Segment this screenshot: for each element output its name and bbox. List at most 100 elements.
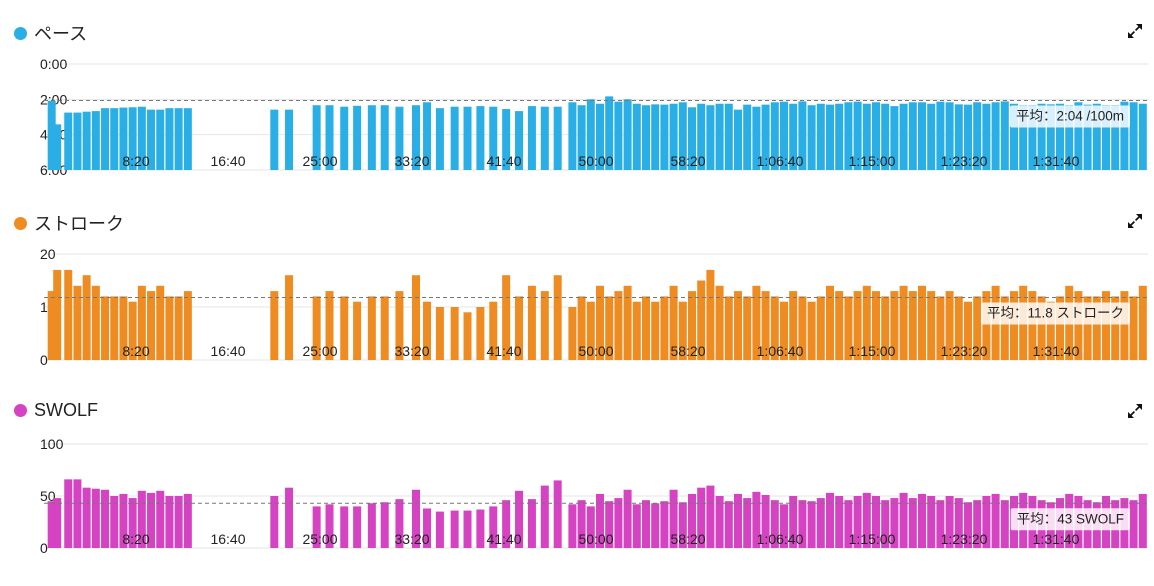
- swolf-bar[interactable]: [553, 480, 562, 548]
- pace-bar[interactable]: [1028, 105, 1037, 170]
- pace-bar[interactable]: [1111, 105, 1120, 170]
- pace-bar[interactable]: [1074, 102, 1083, 170]
- swolf-bar[interactable]: [412, 489, 420, 548]
- stroke-bar[interactable]: [312, 296, 321, 360]
- pace-bar[interactable]: [502, 109, 511, 170]
- pace-bar[interactable]: [734, 109, 742, 170]
- pace-bar[interactable]: [908, 102, 917, 170]
- pace-bar[interactable]: [353, 105, 362, 170]
- pace-bar[interactable]: [1120, 101, 1129, 170]
- stroke-bar[interactable]: [1092, 296, 1101, 360]
- stroke-bar[interactable]: [743, 296, 752, 360]
- pace-bar[interactable]: [183, 108, 192, 170]
- pace-bar[interactable]: [476, 106, 485, 170]
- stroke-bar[interactable]: [1083, 296, 1092, 360]
- pace-bar[interactable]: [623, 99, 632, 170]
- pace-bar[interactable]: [715, 103, 724, 170]
- swolf-bar[interactable]: [908, 498, 917, 548]
- pace-bar[interactable]: [789, 103, 798, 170]
- pace-bar[interactable]: [853, 101, 862, 170]
- swolf-bar[interactable]: [128, 498, 137, 548]
- swolf-bar[interactable]: [945, 496, 954, 548]
- pace-bar[interactable]: [706, 105, 715, 170]
- swolf-bar[interactable]: [982, 496, 991, 548]
- swolf-bar[interactable]: [64, 479, 73, 548]
- pace-bar[interactable]: [945, 102, 954, 170]
- stroke-bar[interactable]: [954, 296, 963, 360]
- stroke-bar[interactable]: [91, 285, 100, 360]
- stroke-bar[interactable]: [789, 291, 798, 360]
- stroke-bar[interactable]: [1074, 291, 1083, 360]
- swolf-bar[interactable]: [423, 508, 432, 548]
- stroke-bar[interactable]: [73, 285, 82, 360]
- swolf-bar[interactable]: [660, 501, 669, 548]
- swolf-bar[interactable]: [844, 500, 853, 548]
- pace-bar[interactable]: [651, 104, 660, 170]
- swolf-bar[interactable]: [669, 489, 678, 548]
- pace-bar[interactable]: [380, 105, 389, 170]
- stroke-bar[interactable]: [1000, 296, 1009, 360]
- pace-bar[interactable]: [697, 103, 706, 170]
- stroke-bar[interactable]: [128, 301, 137, 360]
- stroke-bar[interactable]: [918, 285, 926, 360]
- swolf-bar[interactable]: [688, 493, 696, 548]
- stroke-bar[interactable]: [463, 312, 472, 360]
- swolf-bar[interactable]: [862, 492, 871, 548]
- swolf-bar[interactable]: [761, 494, 770, 548]
- pace-bar[interactable]: [816, 103, 825, 170]
- stroke-bar[interactable]: [945, 291, 954, 360]
- pace-bar[interactable]: [1037, 103, 1046, 170]
- stroke-bar[interactable]: [678, 301, 687, 360]
- stroke-bar[interactable]: [973, 296, 982, 360]
- swolf-bar[interactable]: [596, 493, 604, 548]
- swolf-bar[interactable]: [1129, 500, 1138, 548]
- stroke-bar[interactable]: [614, 291, 623, 360]
- stroke-bar[interactable]: [807, 301, 816, 360]
- stroke-bar[interactable]: [1129, 296, 1138, 360]
- stroke-bar[interactable]: [1056, 296, 1064, 360]
- swolf-bar[interactable]: [964, 502, 972, 548]
- pace-bar[interactable]: [1083, 104, 1092, 170]
- pace-bar[interactable]: [632, 103, 641, 170]
- swolf-bar[interactable]: [807, 501, 816, 548]
- swolf-bar[interactable]: [715, 496, 724, 548]
- stroke-bar[interactable]: [540, 291, 549, 360]
- pace-bar[interactable]: [973, 102, 982, 170]
- swolf-bar[interactable]: [47, 501, 56, 548]
- stroke-bar[interactable]: [285, 275, 294, 360]
- swolf-bar[interactable]: [450, 510, 459, 548]
- swolf-bar[interactable]: [1000, 500, 1009, 548]
- pace-bar[interactable]: [614, 101, 623, 170]
- pace-bar[interactable]: [367, 105, 376, 170]
- pace-bar[interactable]: [174, 108, 183, 170]
- pace-bar[interactable]: [835, 103, 844, 170]
- stroke-bar[interactable]: [982, 291, 991, 360]
- pace-bar[interactable]: [669, 103, 678, 170]
- swolf-bar[interactable]: [82, 487, 91, 548]
- stroke-bar[interactable]: [642, 296, 650, 360]
- swolf-bar[interactable]: [395, 499, 404, 548]
- stroke-bar[interactable]: [380, 296, 389, 360]
- pace-bar[interactable]: [527, 106, 536, 170]
- pace-bar[interactable]: [936, 101, 945, 170]
- stroke-bar[interactable]: [890, 291, 899, 360]
- stroke-bar[interactable]: [623, 285, 632, 360]
- stroke-bar[interactable]: [632, 301, 641, 360]
- pace-bar[interactable]: [156, 109, 165, 170]
- stroke-bar[interactable]: [1037, 296, 1046, 360]
- swolf-bar[interactable]: [527, 499, 536, 548]
- stroke-bar[interactable]: [715, 285, 724, 360]
- pace-bar[interactable]: [325, 105, 334, 170]
- stroke-bar[interactable]: [1046, 301, 1055, 360]
- stroke-bar[interactable]: [927, 291, 936, 360]
- pace-bar[interactable]: [285, 109, 294, 170]
- pace-bar[interactable]: [844, 102, 853, 170]
- pace-bar[interactable]: [91, 111, 100, 170]
- swolf-bar[interactable]: [798, 500, 807, 548]
- stroke-bar[interactable]: [835, 291, 844, 360]
- stroke-bar[interactable]: [964, 301, 972, 360]
- pace-bar[interactable]: [568, 102, 577, 170]
- swolf-bar[interactable]: [697, 487, 706, 548]
- swolf-bar[interactable]: [463, 510, 472, 548]
- stroke-bar[interactable]: [395, 291, 404, 360]
